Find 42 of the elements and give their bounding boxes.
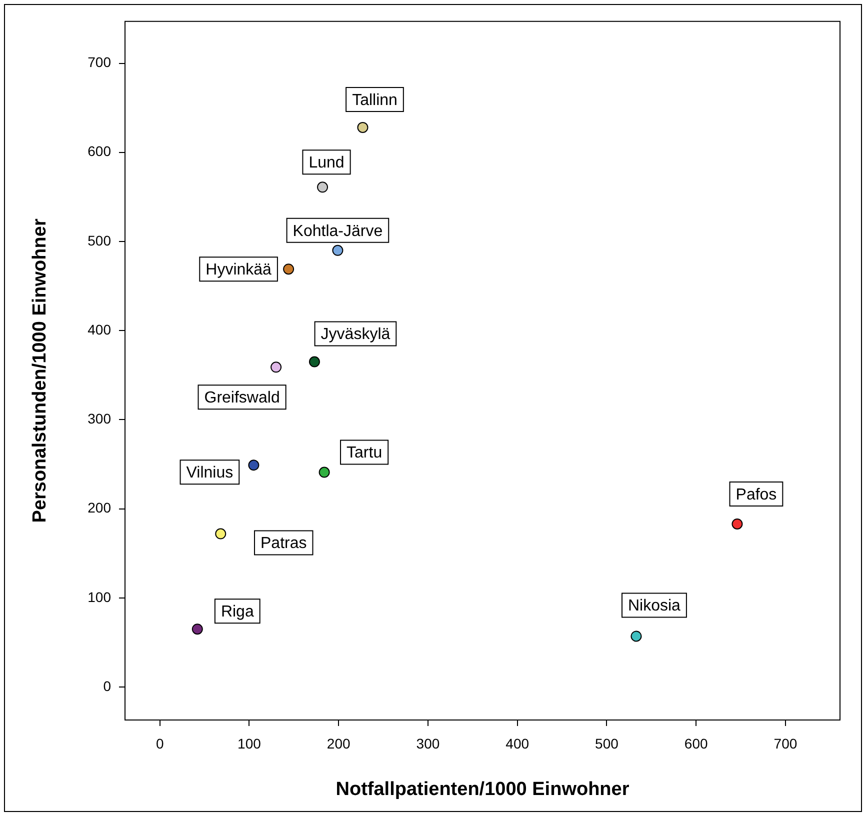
y-tick-label: 700 (88, 54, 112, 70)
series-label: Tartu (346, 444, 382, 462)
point (308, 356, 320, 368)
point (357, 122, 368, 133)
y-tick-label: 300 (88, 410, 112, 427)
point (332, 244, 344, 256)
y-tick-label: 200 (88, 500, 112, 516)
point (248, 460, 260, 471)
series-label: Lund (308, 154, 344, 172)
point (215, 528, 226, 540)
series-label: Kohtla-Järve (292, 222, 383, 240)
y-tick-label: 600 (88, 143, 112, 160)
point (192, 624, 203, 635)
y-tick-label: 500 (88, 232, 112, 248)
x-tick-label: 100 (238, 735, 262, 752)
point (283, 264, 294, 275)
x-tick-label: 200 (326, 735, 350, 752)
y-tick-label: 0 (103, 678, 112, 694)
series-label: Hyvinkää (206, 262, 272, 279)
point (270, 362, 282, 373)
series-label: Tallinn (352, 92, 398, 109)
y-axis-title: Personalstunden/1000 Einwohner (30, 218, 51, 523)
series-label: Jyväskylä (320, 326, 390, 344)
x-tick-label: 500 (595, 735, 619, 752)
series-label: Pafos (736, 486, 777, 504)
y-tick-label: 400 (88, 321, 112, 338)
point (630, 630, 642, 642)
point (318, 466, 330, 478)
x-tick-label: 600 (684, 735, 708, 752)
point (317, 182, 328, 193)
series-label: Greifswald (204, 390, 280, 407)
x-axis-title: Notfallpatienten/1000 Einwohner (336, 778, 630, 800)
x-tick-label: 400 (506, 735, 530, 752)
x-tick-label: 300 (416, 735, 440, 752)
x-tick-label: 0 (156, 735, 164, 752)
series-label: Nikosia (628, 598, 681, 615)
y-tick-label: 100 (88, 588, 112, 605)
text: Patras (260, 535, 307, 552)
series-label: Riga (220, 604, 254, 621)
x-tick-label: 700 (774, 735, 798, 752)
point (732, 518, 743, 530)
series-label: Vilnius (186, 464, 234, 482)
